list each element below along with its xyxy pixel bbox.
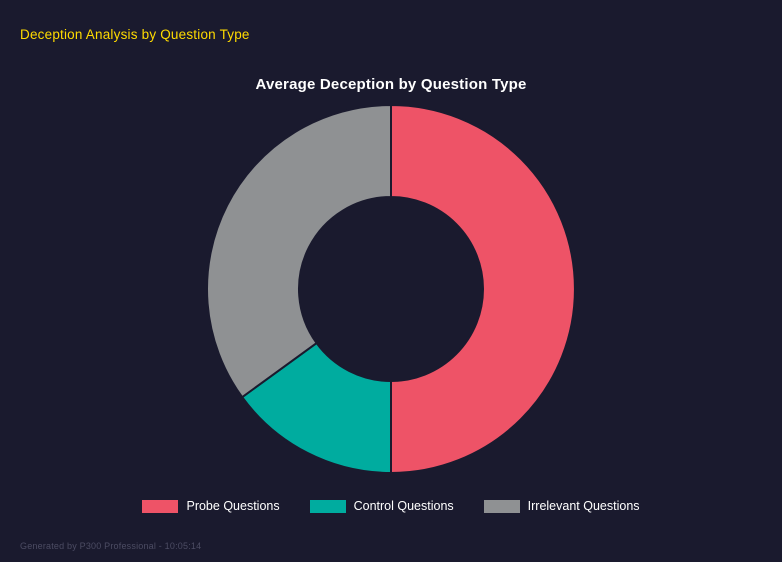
footer-text: Generated by P300 Professional - 10:05:1… <box>20 541 202 551</box>
legend-label: Probe Questions <box>186 499 280 513</box>
donut-chart <box>206 103 576 475</box>
chart-title: Average Deception by Question Type <box>255 76 527 93</box>
legend-item-irrelevant-questions[interactable]: Irrelevant Questions <box>483 499 640 513</box>
legend-item-probe-questions[interactable]: Probe Questions <box>142 499 280 513</box>
legend-label: Control Questions <box>353 499 454 513</box>
page-title: Deception Analysis by Question Type <box>20 27 250 42</box>
legend-swatch <box>142 499 179 513</box>
chart-legend: Probe Questions Control Questions Irrele… <box>142 499 640 513</box>
donut-segment-irrelevant-questions[interactable] <box>206 103 392 399</box>
legend-label: Irrelevant Questions <box>527 499 640 513</box>
legend-swatch <box>309 499 346 513</box>
legend-swatch <box>483 499 520 513</box>
legend-item-control-questions[interactable]: Control Questions <box>309 499 454 513</box>
donut-segment-control-questions[interactable] <box>240 341 392 475</box>
donut-segment-probe-questions[interactable] <box>390 103 576 475</box>
chart-container: Average Deception by Question Type Probe… <box>0 76 782 513</box>
